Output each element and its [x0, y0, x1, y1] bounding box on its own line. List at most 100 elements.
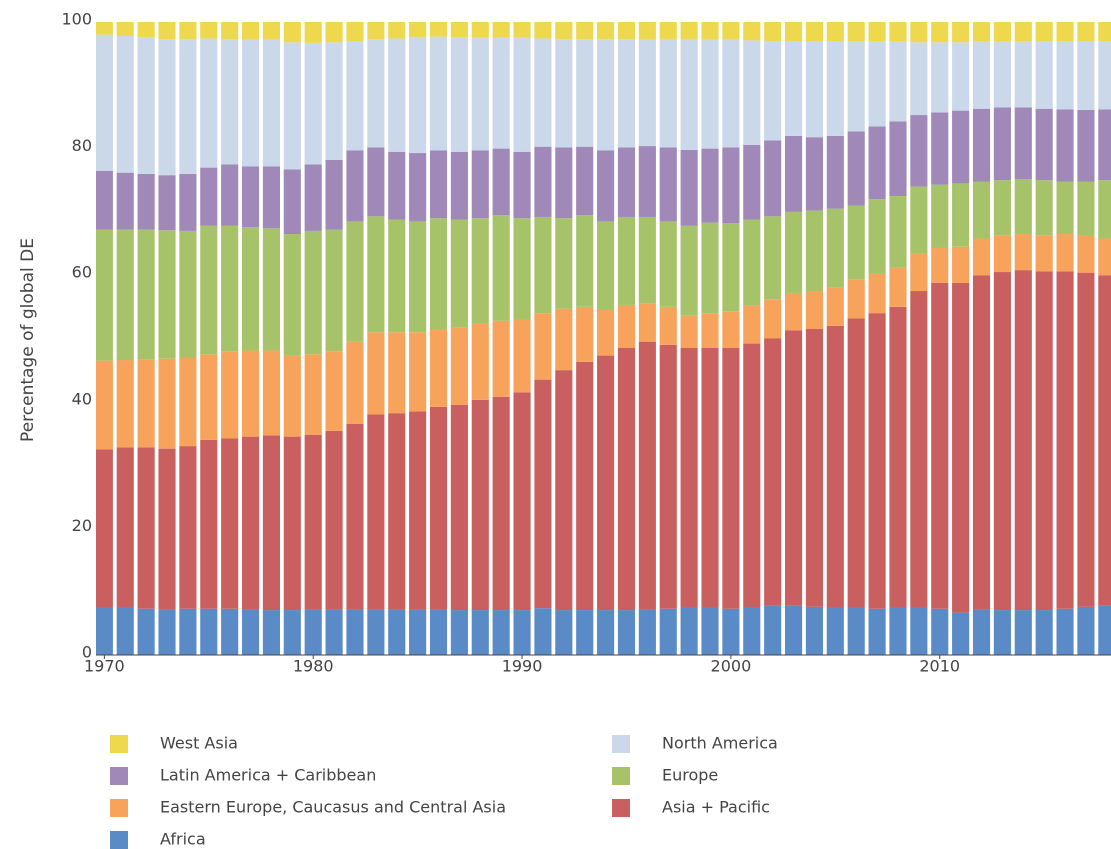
bar-segment	[471, 22, 489, 38]
bar-segment	[283, 22, 301, 43]
bar-segment	[638, 216, 656, 304]
bar-segment	[764, 40, 782, 141]
bar-segment	[1014, 22, 1032, 42]
bar-segment	[743, 343, 761, 608]
bar-segment	[450, 37, 468, 152]
bar-segment	[221, 22, 239, 40]
bar-segment	[638, 609, 656, 655]
bar-segment	[325, 229, 343, 352]
bar-segment	[200, 167, 218, 226]
bar-segment	[346, 423, 364, 610]
bar-segment	[429, 329, 448, 407]
bar-segment	[868, 273, 886, 314]
bar-segment	[701, 22, 719, 40]
bar-segment	[826, 287, 844, 326]
x-tick-label: 1990	[502, 657, 543, 676]
bar-segment	[1077, 22, 1095, 41]
bar-segment	[993, 41, 1011, 108]
bar-segment	[429, 22, 448, 37]
bar-segment	[158, 609, 176, 655]
bar-segment	[1035, 180, 1053, 236]
bar-segment	[429, 609, 448, 655]
bar-segment	[492, 320, 510, 397]
bar-segment	[910, 115, 928, 187]
bar-segment	[96, 229, 113, 361]
bar-segment	[722, 39, 740, 148]
bar-segment	[200, 608, 218, 655]
bar-segment	[1077, 235, 1095, 273]
bar-segment	[346, 40, 364, 151]
bar-segment	[158, 22, 176, 40]
bar-segment	[200, 439, 218, 609]
bar-segment	[283, 234, 301, 356]
bar-segment	[764, 338, 782, 606]
bar-segment	[221, 164, 239, 226]
bar-segment	[784, 135, 803, 212]
bar-segment	[826, 208, 844, 288]
bar-segment	[784, 605, 803, 655]
bar-segment	[325, 42, 343, 160]
bar-segment	[346, 341, 364, 424]
bar-segment	[1098, 40, 1111, 110]
bar-segment	[993, 272, 1011, 611]
bar-segment	[617, 147, 636, 217]
bar-segment	[764, 216, 782, 300]
bar-segment	[722, 147, 740, 224]
bar-segment	[617, 347, 636, 611]
bar-segment	[743, 144, 761, 220]
bar-segment	[555, 218, 573, 309]
bar-segment	[784, 330, 803, 606]
bar-segment	[304, 164, 322, 231]
bar-segment	[617, 216, 636, 305]
bar-segment	[179, 357, 197, 447]
bar-segment	[450, 327, 468, 405]
bar-segment	[429, 406, 448, 610]
bar-segment	[409, 37, 427, 154]
bar-segment	[534, 146, 552, 217]
bar-segment	[617, 304, 636, 348]
bar-segment	[96, 360, 113, 450]
bar-segment	[388, 22, 406, 39]
bar-segment	[492, 215, 510, 321]
y-tick-label: 0	[82, 643, 92, 662]
bar-segment	[304, 42, 322, 165]
bar-segment	[158, 175, 176, 231]
x-tick-label: 1970	[84, 657, 125, 676]
bar-segment	[576, 306, 594, 362]
bar-segment	[680, 149, 698, 226]
bar-segment	[638, 146, 656, 217]
bar-segment	[1014, 234, 1032, 271]
bar-segment	[262, 610, 280, 655]
y-axis-label: Percentage of global DE	[18, 238, 38, 442]
bar-segment	[409, 332, 427, 412]
bar-segment	[722, 347, 740, 609]
bar-segment	[597, 221, 615, 311]
bar-segment	[262, 166, 280, 229]
bar-segment	[847, 607, 865, 655]
bar-segment	[993, 22, 1011, 42]
bar-segment	[1077, 181, 1095, 236]
legend-swatch	[110, 831, 128, 849]
y-tick-label: 20	[72, 516, 92, 535]
bar-segment	[262, 228, 280, 351]
bar-segment	[1014, 107, 1032, 179]
bar-segment	[513, 37, 531, 152]
bar-segment	[931, 247, 949, 283]
bar-segment	[96, 22, 113, 35]
bar-segment	[137, 229, 155, 360]
bar-segment	[826, 135, 844, 209]
bar-segment	[910, 22, 928, 43]
legend-label: Asia + Pacific	[662, 798, 770, 817]
bar-segment	[116, 22, 134, 36]
bar-segment	[241, 166, 260, 228]
bar-segment	[325, 159, 343, 230]
bar-segment	[471, 37, 489, 151]
bar-segment	[889, 196, 907, 268]
bar-segment	[972, 609, 991, 655]
bar-segment	[659, 22, 677, 40]
bar-segment	[555, 370, 573, 611]
bar-segment	[137, 22, 155, 38]
bar-segment	[200, 354, 218, 440]
bar-segment	[1098, 109, 1111, 181]
bar-segment	[576, 146, 594, 216]
